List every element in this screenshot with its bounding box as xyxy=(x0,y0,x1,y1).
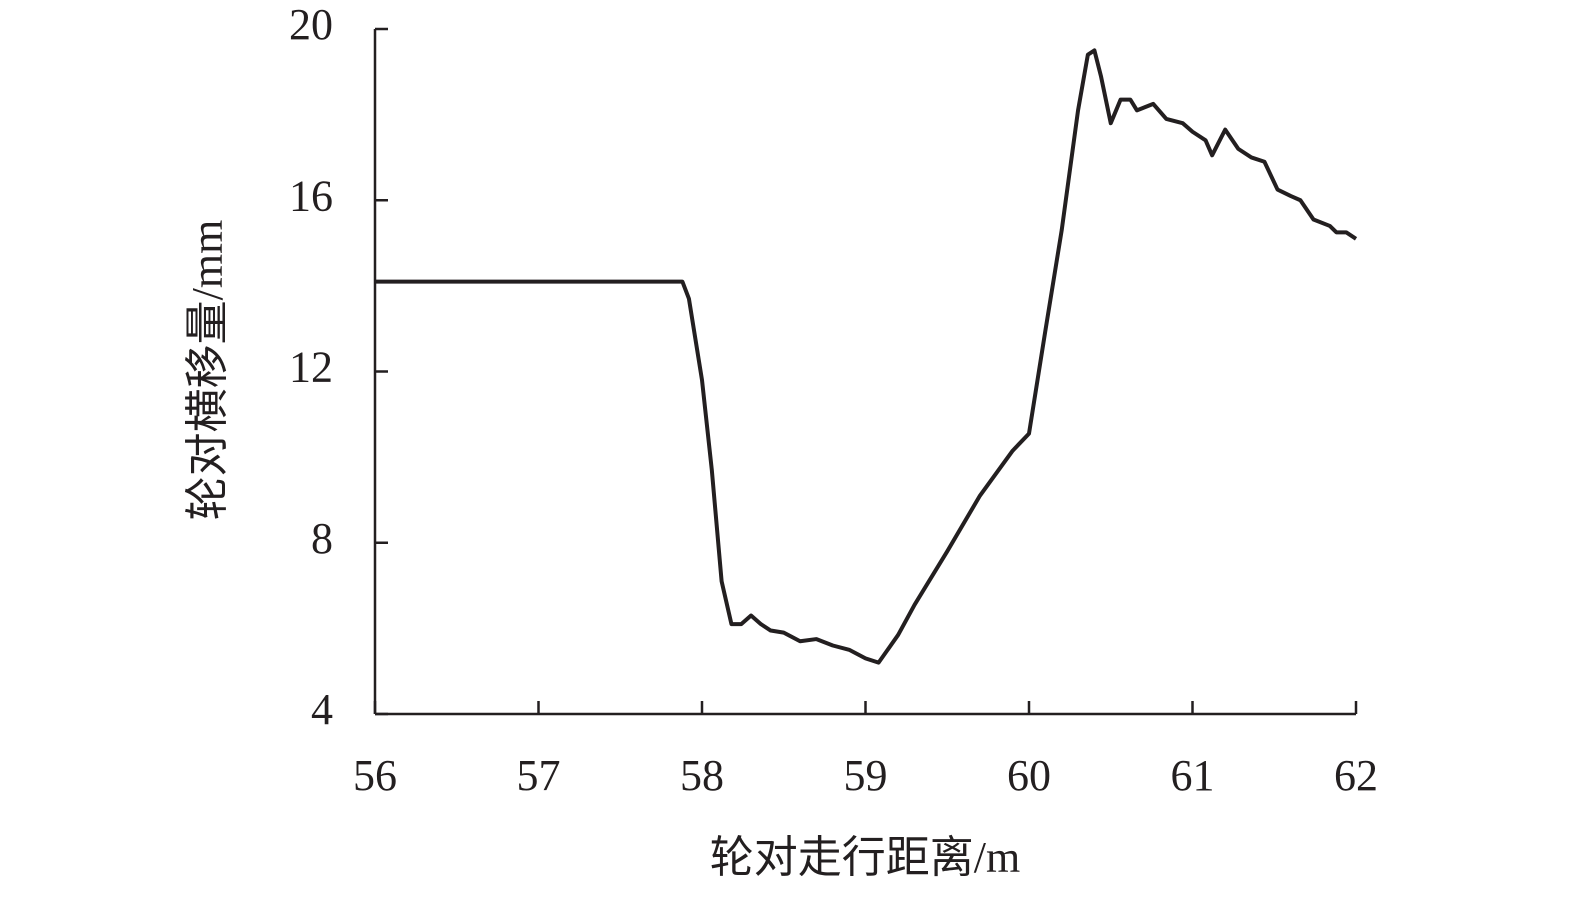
y-axis-label: 轮对横移量/mm xyxy=(183,220,232,521)
x-tick-label: 59 xyxy=(844,751,888,800)
x-tick-label: 60 xyxy=(1007,751,1051,800)
x-tick-label: 61 xyxy=(1171,751,1215,800)
x-axis-label: 轮对走行距离/m xyxy=(710,833,1020,882)
y-tick-label: 20 xyxy=(289,0,333,49)
y-tick-label: 4 xyxy=(311,685,333,734)
x-tick-label: 62 xyxy=(1334,751,1378,800)
y-tick-label: 12 xyxy=(289,343,333,392)
y-tick-label: 16 xyxy=(289,171,333,220)
x-tick-label: 58 xyxy=(680,751,724,800)
x-tick-label: 57 xyxy=(517,751,561,800)
y-tick-label: 8 xyxy=(311,514,333,563)
line-series xyxy=(375,48,1358,665)
x-tick-label: 56 xyxy=(353,751,397,800)
